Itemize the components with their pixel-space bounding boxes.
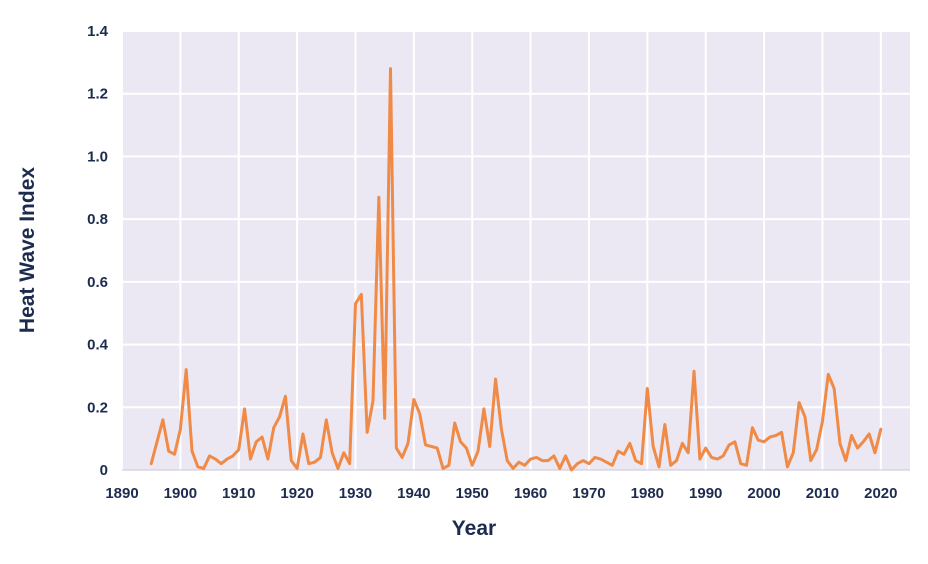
gridlines xyxy=(121,30,910,470)
y-tick-label: 0.2 xyxy=(87,399,108,416)
x-axis-title: Year xyxy=(452,517,496,540)
x-tick-label: 1950 xyxy=(456,485,489,502)
y-tick-labels: 0 0.2 0.4 0.6 0.8 1.0 1.2 1.4 xyxy=(87,23,109,479)
x-tick-label: 2010 xyxy=(806,485,839,502)
x-tick-label: 1910 xyxy=(222,485,255,502)
x-tick-label: 1990 xyxy=(689,485,722,502)
x-tick-label: 2020 xyxy=(864,485,897,502)
y-tick-label: 1.0 xyxy=(87,148,108,165)
x-tick-label: 1920 xyxy=(280,485,313,502)
x-tick-label: 1980 xyxy=(631,485,664,502)
y-tick-label: 0 xyxy=(100,462,108,479)
x-tick-label: 1940 xyxy=(397,485,430,502)
y-tick-label: 0.4 xyxy=(87,337,109,354)
x-tick-labels: 1890 1900 1910 1920 1930 1940 1950 1960 1970 1980… xyxy=(105,485,897,502)
x-tick-label: 1930 xyxy=(339,485,372,502)
x-tick-label: 1900 xyxy=(164,485,197,502)
plot-area xyxy=(122,31,910,470)
y-axis-title: Heat Wave Index xyxy=(16,167,39,333)
x-tick-label: 1960 xyxy=(514,485,547,502)
series-line xyxy=(149,67,883,472)
x-tick-label: 1890 xyxy=(105,485,138,502)
y-tick-label: 1.4 xyxy=(87,23,109,40)
x-tick-label: 2000 xyxy=(747,485,780,502)
y-tick-label: 0.8 xyxy=(87,211,108,228)
y-tick-label: 0.6 xyxy=(87,274,108,291)
series-group xyxy=(149,67,883,472)
x-tick-label: 1970 xyxy=(572,485,605,502)
y-tick-label: 1.2 xyxy=(87,86,108,103)
